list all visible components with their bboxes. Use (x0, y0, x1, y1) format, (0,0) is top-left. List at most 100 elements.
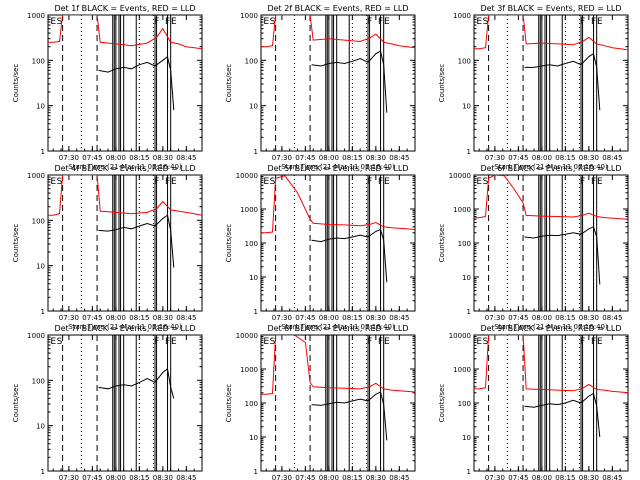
events-series-line (98, 214, 175, 268)
x-tick-label: 08:15 (555, 314, 575, 322)
y-tick-label: 10000 (236, 332, 258, 340)
y-tick-label: 100 (245, 400, 258, 408)
x-tick-label: 08:00 (532, 314, 552, 322)
x-tick-label: 08:00 (319, 474, 339, 480)
y-tick-label: 1000 (453, 12, 471, 20)
x-tick-label: 08:45 (389, 474, 409, 480)
x-tick-label: 07:45 (295, 314, 315, 322)
plot-frame (260, 14, 416, 152)
y-tick-label: 100 (32, 377, 45, 385)
flag-label: E (476, 177, 482, 187)
lld-series-line (48, 15, 202, 50)
y-tick-label: 10 (462, 434, 471, 442)
lld-series-line (474, 335, 628, 394)
x-tick-label: 08:00 (532, 154, 552, 162)
plot-frame (47, 14, 203, 152)
x-tick-label: 07:30 (485, 474, 505, 480)
x-tick-label: 08:00 (319, 154, 339, 162)
x-tick-label: 08:30 (366, 474, 386, 480)
y-tick-label: 1 (467, 148, 471, 156)
flag-label: F (367, 337, 372, 347)
y-tick-label: 10 (36, 103, 45, 111)
flag-label: E (50, 337, 56, 347)
y-tick-label: 1000 (27, 12, 45, 20)
x-tick-label: 08:30 (366, 314, 386, 322)
x-tick-label: 07:45 (82, 154, 102, 162)
x-tick-label: 08:45 (389, 314, 409, 322)
flag-label: S (483, 177, 489, 187)
panel-det-3: Det 3f BLACK = Events, RED = LLD 1 10 100 10… (438, 4, 629, 171)
y-tick-label: 1000 (240, 12, 258, 20)
y-tick-label: 10000 (236, 172, 258, 180)
panel-title: Det 9f BLACK = Events, RED = LLD (480, 324, 621, 333)
y-tick-label: 1 (41, 468, 45, 476)
y-tick-label: 100 (245, 240, 258, 248)
flag-label: E (171, 17, 177, 27)
panel-det-2: Det 2f BLACK = Events, RED = LLD 1 10 100 10… (225, 4, 416, 171)
x-tick-label: 08:30 (579, 154, 599, 162)
x-tick-label: 07:45 (508, 474, 528, 480)
flag-label: E (263, 17, 269, 27)
y-tick-label: 10 (249, 274, 258, 282)
x-tick-label: 08:00 (106, 314, 126, 322)
flag-label: E (50, 17, 56, 27)
plot-frame (473, 174, 629, 312)
lld-series-line (474, 175, 628, 220)
x-tick-label: 07:45 (508, 314, 528, 322)
plot-frame (260, 174, 416, 312)
flag-label: F (580, 337, 585, 347)
flag-label: F (154, 177, 159, 187)
flag-label: F (378, 337, 383, 347)
flag-label: F (378, 177, 383, 187)
panel-title: Det 7f BLACK = Events, RED = LLD (54, 324, 195, 333)
x-tick-label: 08:30 (153, 314, 173, 322)
lld-series-line (261, 15, 415, 49)
flag-label: E (384, 17, 390, 27)
y-tick-label: 1 (254, 468, 258, 476)
x-tick-label: 07:30 (272, 474, 292, 480)
y-tick-label: 10 (462, 274, 471, 282)
flag-label: S (57, 337, 63, 347)
x-tick-label: 08:45 (602, 474, 622, 480)
flag-label: F (165, 337, 170, 347)
x-tick-label: 08:00 (106, 154, 126, 162)
y-axis-label: Counts/sec (12, 64, 20, 103)
y-tick-label: 1 (467, 468, 471, 476)
x-tick-label: 08:30 (366, 154, 386, 162)
panel-title: Det 6f BLACK = Events, RED = LLD (480, 164, 621, 173)
y-tick-label: 10 (36, 423, 45, 431)
events-series-line (311, 50, 388, 113)
flag-label: E (263, 337, 269, 347)
x-tick-label: 07:45 (508, 154, 528, 162)
x-tick-label: 07:45 (295, 154, 315, 162)
plot-frame (473, 14, 629, 152)
flag-label: E (50, 177, 56, 187)
lld-series-line (474, 15, 628, 51)
x-tick-label: 07:30 (59, 154, 79, 162)
y-axis-label: Counts/sec (438, 384, 446, 423)
flag-label: E (263, 177, 269, 187)
x-tick-label: 08:00 (532, 474, 552, 480)
flag-label: E (597, 17, 603, 27)
x-tick-label: 08:00 (319, 314, 339, 322)
x-tick-label: 08:45 (602, 314, 622, 322)
y-tick-label: 100 (32, 217, 45, 225)
x-tick-label: 08:15 (342, 474, 362, 480)
x-tick-label: 08:15 (129, 154, 149, 162)
x-tick-label: 08:15 (555, 474, 575, 480)
x-tick-label: 08:15 (555, 154, 575, 162)
lld-series-line (48, 175, 202, 216)
panel-title: Det 5f BLACK = Events, RED = LLD (267, 164, 408, 173)
events-series-line (98, 367, 175, 399)
events-series-line (311, 391, 388, 441)
flag-label: E (171, 177, 177, 187)
x-tick-label: 08:45 (176, 314, 196, 322)
y-tick-label: 1 (467, 308, 471, 316)
y-tick-label: 10000 (449, 332, 471, 340)
panel-det-1: Det 1f BLACK = Events, RED = LLD 1 10 100 10… (12, 4, 203, 171)
flag-label: F (378, 17, 383, 27)
panel-det-7: Det 7f BLACK = Events, RED = LLD 1 10 100 10… (12, 324, 203, 480)
flag-label: F (580, 177, 585, 187)
panel-title: Det 2f BLACK = Events, RED = LLD (267, 4, 408, 13)
y-axis-label: Counts/sec (12, 224, 20, 263)
